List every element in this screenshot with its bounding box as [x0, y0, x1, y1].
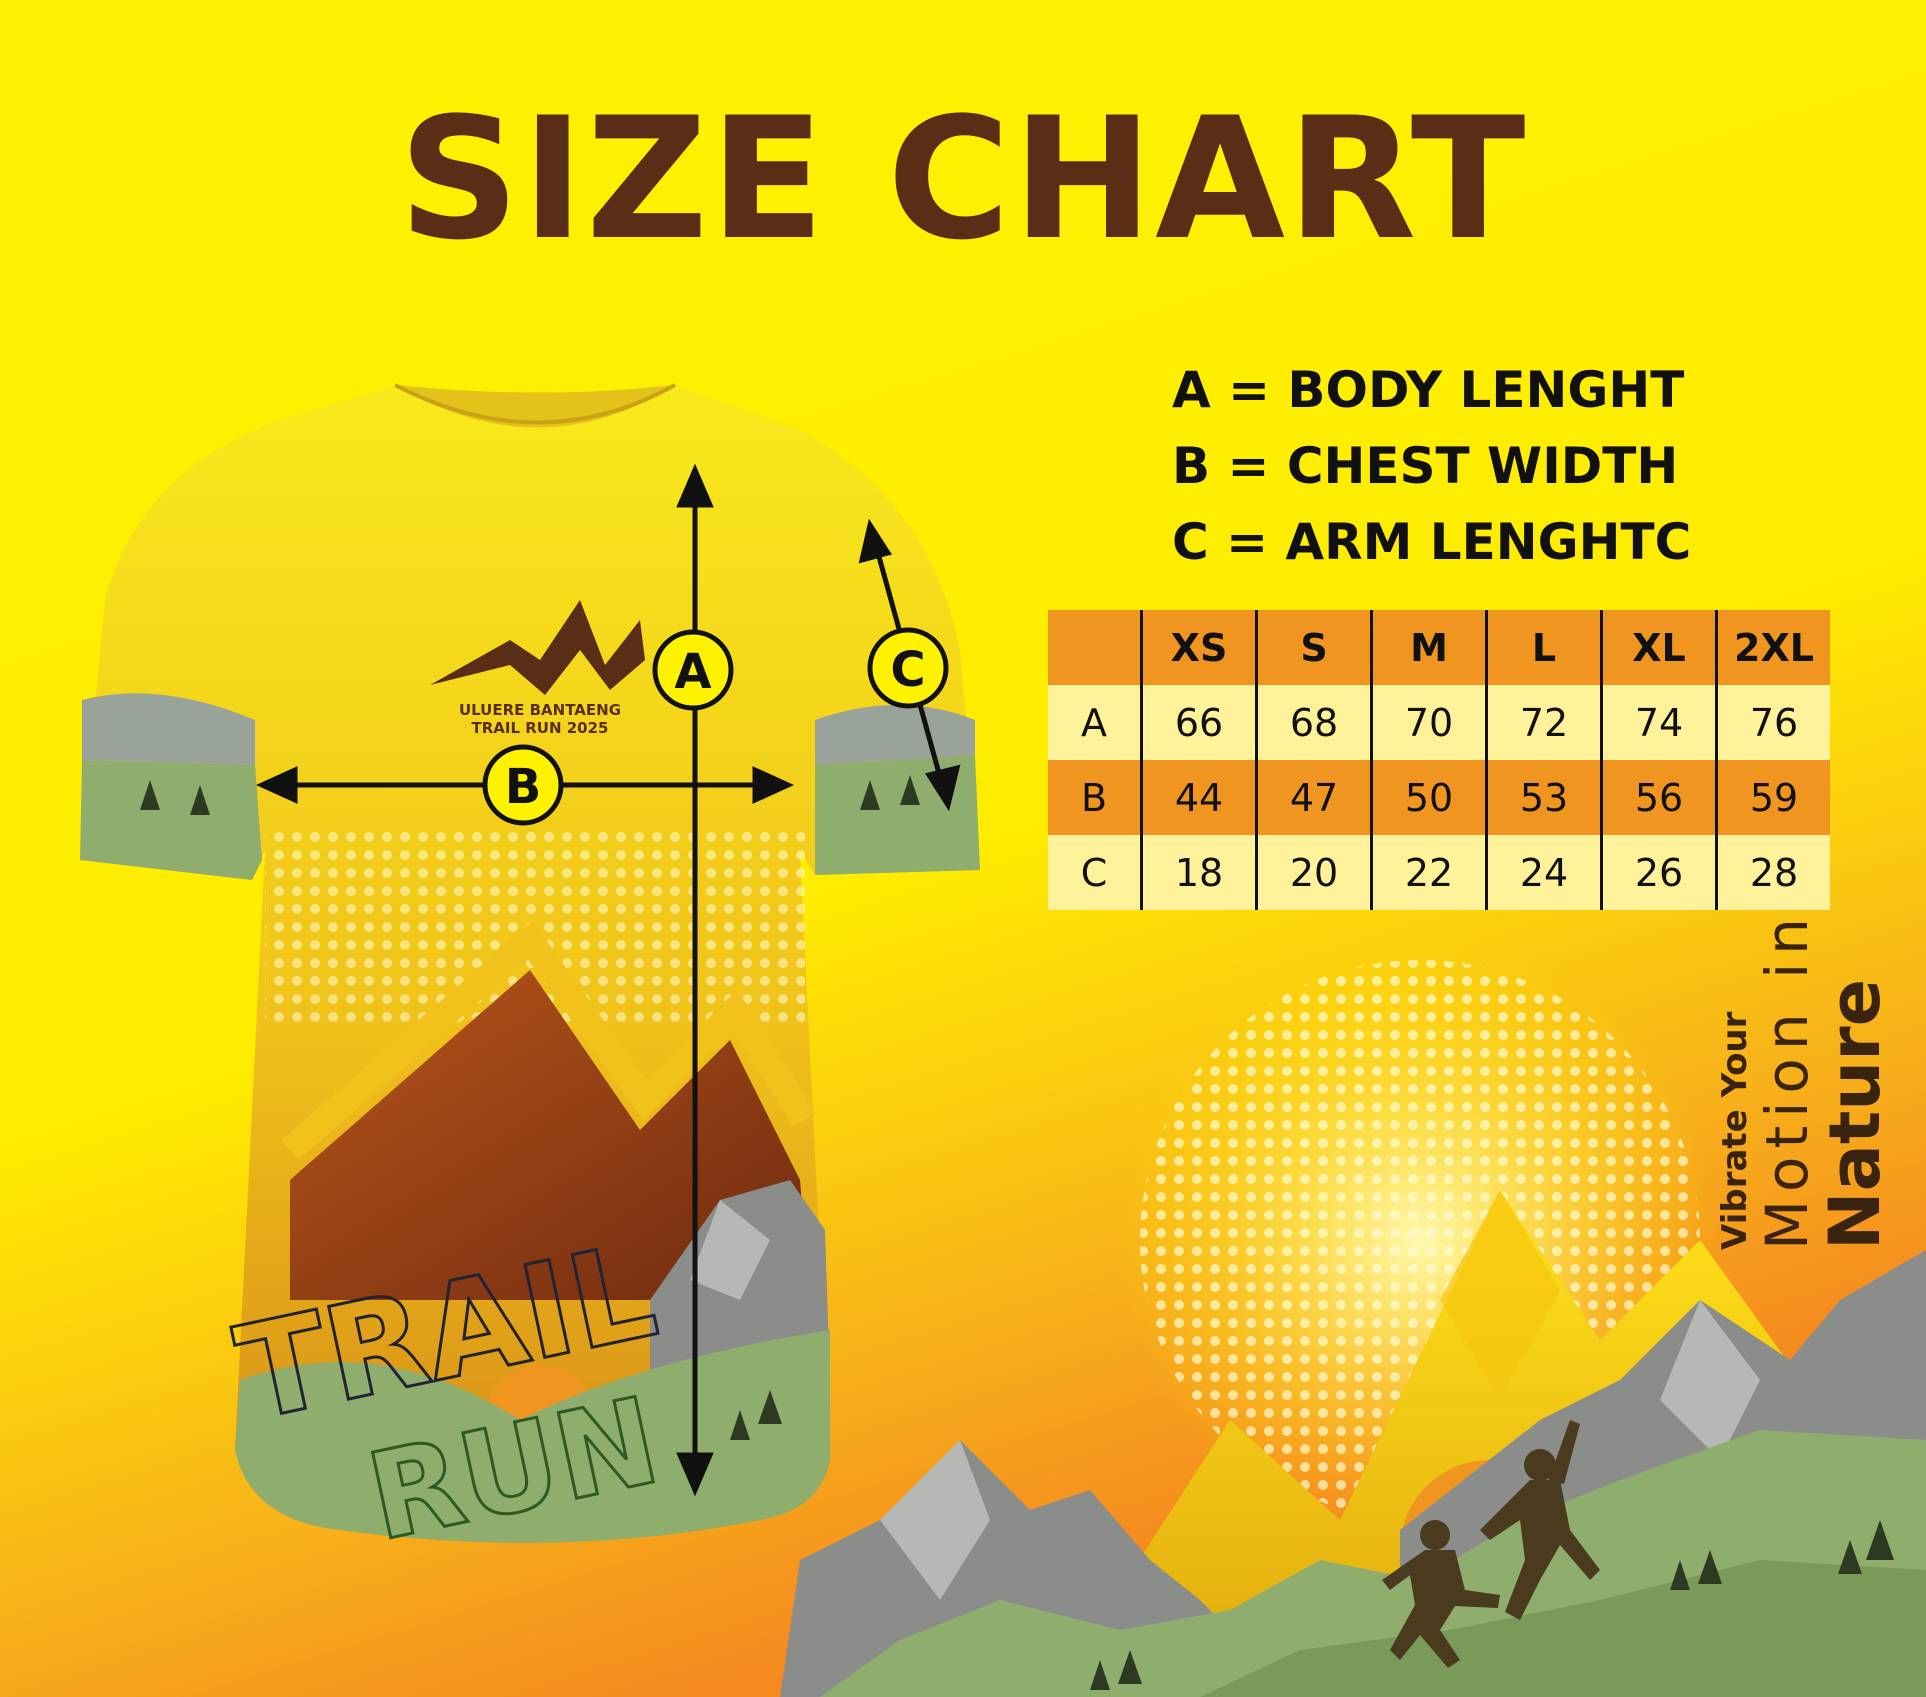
- table-cell: 59: [1715, 760, 1830, 835]
- table-cell: 24: [1485, 835, 1602, 910]
- table-cell: A: [1048, 685, 1142, 760]
- table-cell: 22: [1370, 835, 1487, 910]
- table-cell: 53: [1485, 760, 1602, 835]
- tagline-line2: Motion in: [1753, 910, 1821, 1250]
- table-header-cell: XL: [1600, 610, 1717, 685]
- table-cell: 76: [1715, 685, 1830, 760]
- table-cell: 44: [1140, 760, 1257, 835]
- table-header-cell: L: [1485, 610, 1602, 685]
- table-cell: 74: [1600, 685, 1717, 760]
- table-cell: 72: [1485, 685, 1602, 760]
- page-title: SIZE CHART: [398, 81, 1528, 277]
- table-cell: 26: [1600, 835, 1717, 910]
- table-header-cell: M: [1370, 610, 1487, 685]
- table-cell: 47: [1255, 760, 1372, 835]
- table-row: B 44 47 50 53 56 59: [1048, 760, 1830, 835]
- table-cell: 66: [1140, 685, 1257, 760]
- table-row: A 66 68 70 72 74 76: [1048, 685, 1830, 760]
- table-cell: 20: [1255, 835, 1372, 910]
- tagline: Vibrate Your Motion in Nature: [1715, 750, 1926, 1250]
- table-header-cell: XS: [1140, 610, 1257, 685]
- legend-item-a: A = BODY LENGHT: [1172, 361, 1685, 419]
- table-header-row: XS S M L XL 2XL: [1048, 610, 1830, 685]
- tagline-line1: Vibrate Your: [1715, 1011, 1755, 1250]
- measurement-legend: A = BODY LENGHT B = CHEST WIDTH C = ARM …: [1172, 352, 1691, 580]
- marker-a: A: [674, 644, 711, 700]
- table-row: C 18 20 22 24 26 28: [1048, 835, 1830, 910]
- size-table: XS S M L XL 2XL A 66 68 70 72 74 76 B 44…: [1048, 610, 1830, 910]
- table-cell: 28: [1715, 835, 1830, 910]
- shirt-logo-line1: ULUERE BANTAENG: [459, 701, 621, 719]
- tagline-line3: Nature: [1814, 978, 1896, 1250]
- table-header-cell: [1048, 610, 1142, 685]
- table-cell: B: [1048, 760, 1142, 835]
- shirt-logo-line2: TRAIL RUN 2025: [471, 719, 608, 737]
- mountain-logo-icon: [430, 600, 645, 695]
- legend-item-c: C = ARM LENGHTC: [1172, 513, 1692, 571]
- table-header-cell: 2XL: [1715, 610, 1830, 685]
- table-cell: 18: [1140, 835, 1257, 910]
- table-header-cell: S: [1255, 610, 1372, 685]
- table-cell: 70: [1370, 685, 1487, 760]
- marker-c: C: [890, 642, 925, 698]
- table-cell: 68: [1255, 685, 1372, 760]
- table-cell: 56: [1600, 760, 1717, 835]
- table-cell: 50: [1370, 760, 1487, 835]
- runner-silhouette-icon: [1382, 1420, 1600, 1668]
- table-cell: C: [1048, 835, 1142, 910]
- marker-b: B: [505, 759, 542, 815]
- legend-item-b: B = CHEST WIDTH: [1172, 437, 1679, 495]
- measurement-markers: A B C: [482, 627, 949, 826]
- tshirt-illustration: TRAIL RUN ULUERE BANTAENG TRAIL RUN 2025: [80, 383, 980, 1570]
